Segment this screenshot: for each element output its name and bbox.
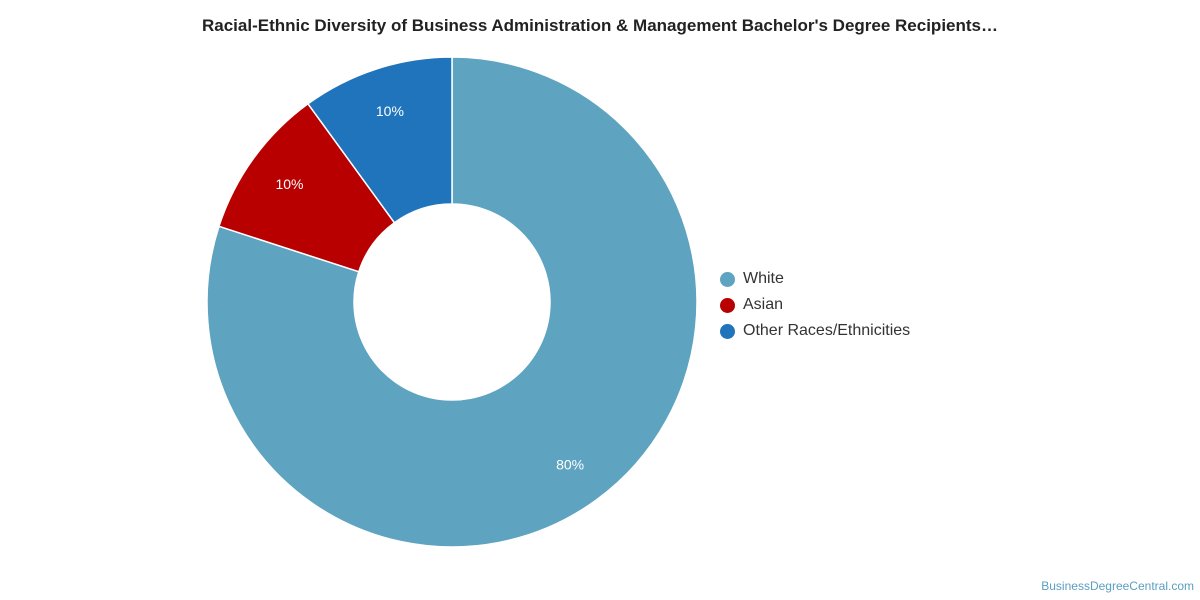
legend-label-asian: Asian: [743, 296, 784, 313]
chart-title: Racial-Ethnic Diversity of Business Admi…: [201, 16, 998, 35]
legend-swatch-asian: [720, 297, 735, 313]
slice-white[interactable]: [206, 56, 698, 548]
legend-item-other[interactable]: Other Races/Ethnicities: [720, 318, 910, 344]
legend: White Asian Other Races/Ethnicities: [720, 266, 910, 344]
slice-label-asian: 10%: [275, 176, 303, 192]
legend-item-asian[interactable]: Asian: [720, 292, 910, 318]
slice-label-other: 10%: [376, 103, 404, 119]
slice-label-white: 80%: [556, 457, 584, 473]
legend-label-white: White: [743, 270, 784, 287]
legend-label-other: Other Races/Ethnicities: [743, 322, 911, 339]
legend-item-white[interactable]: White: [720, 266, 910, 292]
slice-other[interactable]: [306, 56, 453, 224]
source-watermark[interactable]: BusinessDegreeCentral.com: [1041, 579, 1194, 593]
legend-swatch-other: [720, 323, 735, 339]
legend-swatch-white: [720, 271, 735, 287]
